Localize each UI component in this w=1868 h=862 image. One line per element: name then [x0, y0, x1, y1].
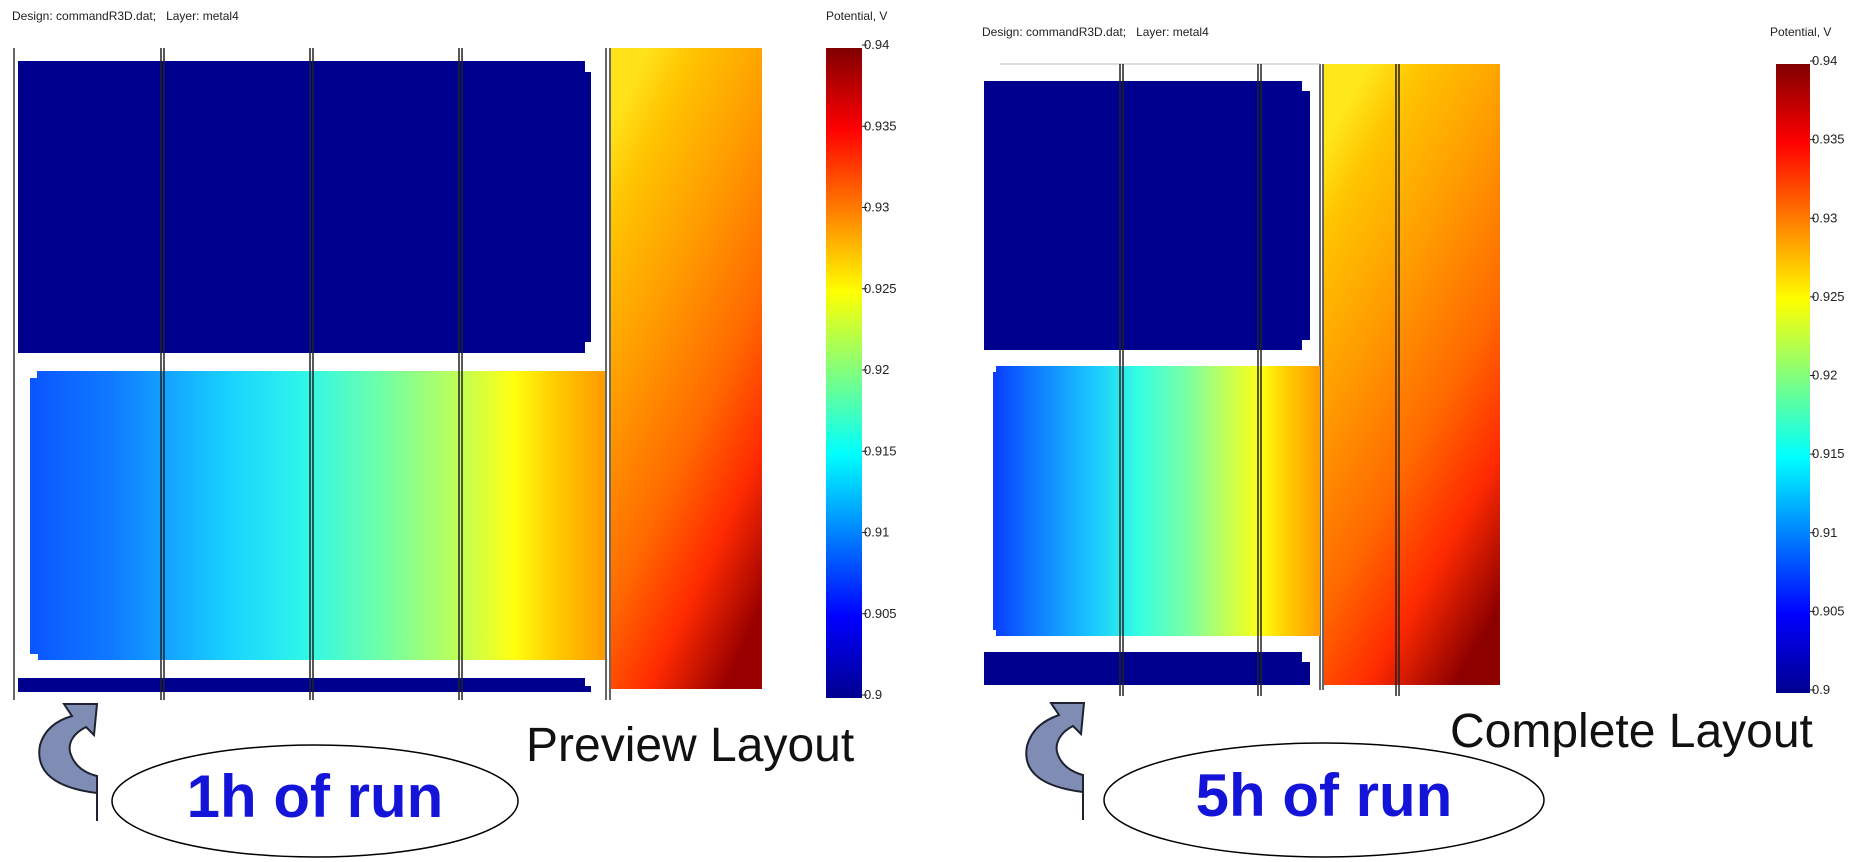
upper-metal-block	[984, 81, 1310, 350]
right-metal-column	[1324, 64, 1500, 685]
middle-metal-block	[30, 371, 605, 660]
colorbar-tick-label: 0.93	[1812, 210, 1837, 225]
colorbar-ticks: 0.9 0.905 0.91 0.915 0.92 0.925 0.93 0.935 0.94	[862, 37, 897, 702]
colorbar-tick-label: 0.905	[1812, 603, 1845, 618]
bottom-metal-strip	[18, 678, 591, 692]
colorbar-tick-label: 0.94	[864, 37, 889, 52]
run-label-ellipse	[111, 744, 519, 858]
colorbar-tick-label: 0.935	[1812, 132, 1845, 147]
run-label: 1h of run	[186, 763, 444, 830]
colorbar	[1776, 64, 1810, 693]
colorbar-ticks: 0.9 0.905 0.91 0.915 0.92 0.925 0.93 0.935 0.94	[1810, 53, 1845, 697]
colorbar-tick-label: 0.91	[1812, 525, 1837, 540]
run-label-ellipse	[1103, 742, 1545, 858]
layout-label: Preview Layout	[526, 719, 855, 772]
panel-complete: Design: commandR3D.dat; Layer: metal4 Po…	[960, 0, 1868, 862]
layout-label: Complete Layout	[1450, 705, 1813, 758]
colorbar-tick-label: 0.92	[864, 362, 889, 377]
bottom-metal-strip	[984, 652, 1310, 685]
colorbar-tick-label: 0.91	[864, 525, 889, 540]
curved-arrow-icon	[38, 703, 99, 821]
middle-metal-block	[993, 366, 1320, 636]
colorbar-tick-label: 0.9	[1812, 682, 1830, 697]
colorbar-title: Potential, V	[1770, 25, 1832, 39]
potential-map: 0.9 0.905 0.91 0.915 0.92 0.925 0.93 0.935 0.94	[13, 37, 897, 858]
colorbar-tick-label: 0.915	[1812, 446, 1845, 461]
colorbar-tick-label: 0.92	[1812, 368, 1837, 383]
potential-map: 0.9 0.905 0.91 0.915 0.92 0.925 0.93 0.935 0.94	[984, 53, 1845, 858]
panel-preview: Design: commandR3D.dat; Layer: metal4 Po…	[0, 0, 930, 862]
colorbar-tick-label: 0.905	[864, 606, 897, 621]
upper-metal-block	[18, 61, 591, 353]
design-title: Design: commandR3D.dat; Layer: metal4	[12, 9, 239, 23]
colorbar-tick-label: 0.925	[1812, 289, 1845, 304]
colorbar-tick-label: 0.94	[1812, 53, 1837, 68]
colorbar	[826, 48, 862, 698]
colorbar-tick-label: 0.925	[864, 281, 897, 296]
colorbar-title: Potential, V	[826, 9, 888, 23]
right-metal-column	[611, 48, 762, 689]
colorbar-tick-label: 0.915	[864, 443, 897, 458]
curved-arrow-icon	[1025, 702, 1086, 820]
colorbar-tick-label: 0.9	[864, 687, 882, 702]
design-title: Design: commandR3D.dat; Layer: metal4	[982, 25, 1209, 39]
colorbar-tick-label: 0.935	[864, 118, 897, 133]
colorbar-tick-label: 0.93	[864, 200, 889, 215]
run-label: 5h of run	[1195, 762, 1453, 829]
